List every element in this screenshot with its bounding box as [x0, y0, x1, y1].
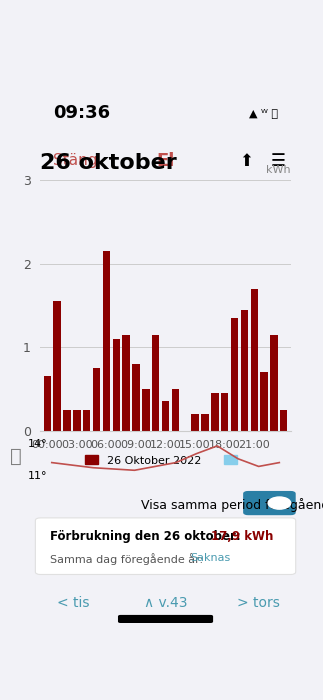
FancyBboxPatch shape [36, 518, 296, 575]
Bar [112, 339, 120, 430]
Bar [280, 410, 287, 430]
Text: ☰: ☰ [271, 152, 286, 170]
Bar [162, 401, 169, 430]
Bar [201, 414, 209, 430]
Bar [93, 368, 100, 430]
FancyBboxPatch shape [243, 491, 296, 515]
Bar [172, 389, 179, 430]
Bar [142, 389, 150, 430]
Bar [53, 301, 61, 430]
Text: Visa samma period föregående år: Visa samma period föregående år [141, 498, 323, 512]
Text: ⬆: ⬆ [239, 152, 253, 170]
Bar [44, 377, 51, 430]
Text: 11°: 11° [28, 471, 47, 481]
Bar [241, 309, 248, 430]
Text: Stäng: Stäng [53, 153, 98, 169]
Text: kWh: kWh [266, 165, 291, 175]
FancyBboxPatch shape [118, 615, 213, 623]
Bar [221, 393, 228, 430]
Bar [73, 410, 80, 430]
Text: El: El [156, 152, 175, 170]
Text: ∧ v.43: ∧ v.43 [144, 596, 187, 610]
Text: Förbrukning den 26 oktober:: Förbrukning den 26 oktober: [50, 530, 241, 543]
Bar [132, 364, 140, 430]
Bar [260, 372, 268, 430]
Text: Samma dag föregående år:: Samma dag föregående år: [50, 553, 203, 565]
Bar [192, 414, 199, 430]
Circle shape [268, 497, 291, 509]
Bar [270, 335, 278, 430]
Text: 🌡: 🌡 [10, 447, 22, 466]
Bar [63, 410, 71, 430]
Bar [251, 288, 258, 430]
Legend: 26 Oktober 2022, : 26 Oktober 2022, [80, 451, 251, 470]
Bar [83, 410, 90, 430]
Text: ▲ ᵂ ⬜: ▲ ᵂ ⬜ [249, 108, 278, 118]
Bar [211, 393, 219, 430]
Text: 09:36: 09:36 [53, 104, 110, 122]
Text: < tis: < tis [57, 596, 89, 610]
Bar [231, 318, 238, 430]
Text: 26 oktober: 26 oktober [40, 153, 177, 173]
Bar [103, 251, 110, 430]
Bar [122, 335, 130, 430]
Text: 14°: 14° [28, 439, 47, 449]
Bar [152, 335, 159, 430]
Text: 17,9 kWh: 17,9 kWh [211, 530, 273, 543]
Text: > tors: > tors [237, 596, 280, 610]
Text: Saknas: Saknas [191, 553, 231, 563]
